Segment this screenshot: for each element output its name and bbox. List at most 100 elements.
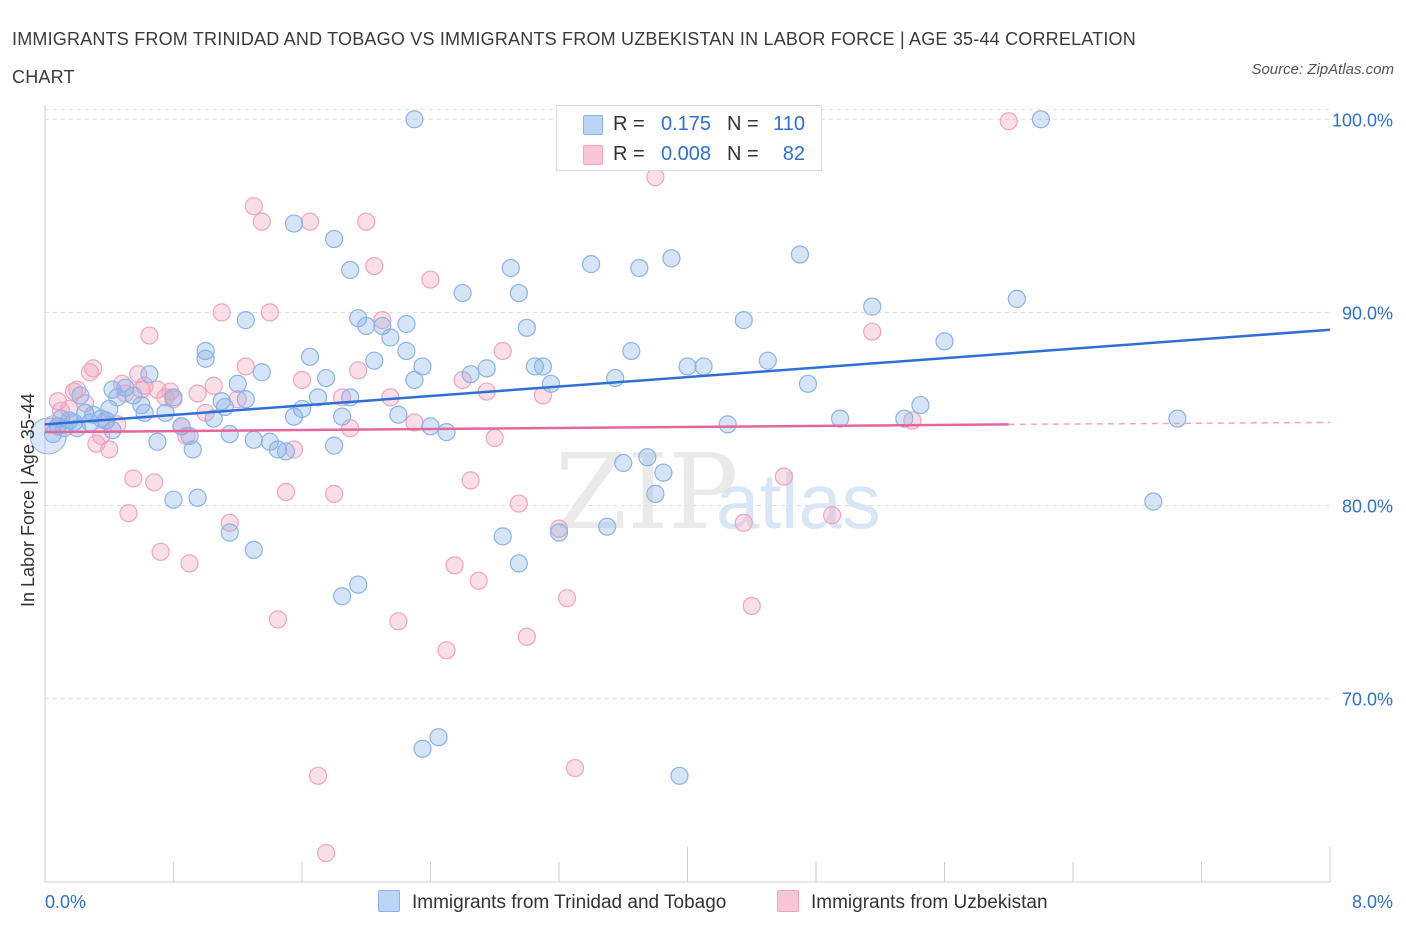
series2-point [461,471,480,490]
series1-point [103,421,122,440]
series2-point [260,303,279,322]
series1-point [140,365,159,384]
series2-point [421,270,440,289]
series1-point [638,448,657,467]
series1-point [341,260,360,280]
series1-point [935,332,954,351]
series1-point [798,374,818,393]
series2-point [180,554,199,573]
series2-trend-extension [1008,421,1331,426]
series2-point [445,556,464,575]
series1-point [630,258,649,278]
series1-point [790,245,810,264]
series1-point [215,397,234,417]
series1-point [670,766,689,785]
series1-point [333,407,352,426]
series2-point [308,766,328,785]
series2-point [373,311,392,330]
series1-point [212,392,231,411]
series1-point [911,395,930,415]
legend-row-series1: R = 0.175 N = 110 [557,109,819,139]
series2-point [145,473,164,492]
series1-point [453,283,472,303]
series2-point [469,571,488,590]
watermark: ZIP atlas [555,431,881,553]
series2-point [999,112,1018,131]
legend-box: R = 0.175 N = 110 R = 0.008 N = 82 [556,105,822,171]
y-tick-label: 70.0% [1342,690,1393,710]
series2-point [565,758,585,778]
y-tick-label: 80.0% [1342,496,1393,516]
series1-point [598,517,617,536]
series2-point [220,513,239,532]
legend-n-label: N = [727,113,759,135]
series2-point [252,212,271,231]
series1-point [220,424,239,444]
legend-n-label: N = [727,143,759,165]
series1-point [614,453,633,473]
series2-point [549,519,569,538]
series2-point [557,589,577,608]
series1-point [148,432,167,451]
series1-point [220,523,239,542]
series1-point [622,341,641,361]
series2-point [509,494,528,513]
series1-point [694,357,713,376]
series2-point [68,380,87,399]
series1-point [292,399,312,419]
series1-point [188,488,207,507]
series1-point [204,409,223,428]
series1-point [646,484,665,503]
series1-point [541,374,561,393]
series2-point [188,384,207,403]
series2-point [485,428,504,448]
series1-point [244,540,263,559]
series1-point [389,405,408,424]
series2-point [863,322,882,341]
legend-n-value: 82 [782,143,805,165]
series1-point [509,283,528,303]
series1-point [196,349,215,368]
legend-r-label: R = [613,143,645,165]
series1-point [381,328,400,347]
tick-labels: 70.0% 80.0% 90.0% 100.0% 0.0% 8.0% [45,110,1393,912]
series2-point [316,843,336,863]
bottom-legend-series1: Immigrants from Trinidad and Tobago [378,890,726,914]
chart-title: IMMIGRANTS FROM TRINIDAD AND TOBAGO VS I… [12,29,1136,87]
series1-point [461,365,480,384]
bottom-legend-swatch-series2 [777,890,799,912]
series2-point [357,212,376,231]
series2-point [204,376,223,395]
series1-point [244,430,263,449]
series1-point [1168,409,1187,428]
series1-point [71,386,90,405]
series1-point [252,363,271,382]
series2-point [124,469,143,488]
x-tick-label: 0.0% [45,892,86,912]
series1-point [135,403,154,422]
series2-point [734,513,753,532]
series2-point [646,168,665,187]
series1-point [156,403,175,422]
axes [44,105,1331,883]
legend-n-value: 110 [773,113,805,135]
series1-point [284,214,304,233]
series2-point [100,440,119,459]
series2-point [774,467,793,486]
series1-point [533,357,553,376]
series1-point [758,351,777,370]
series1-point [517,318,536,337]
legend-row-series2: R = 0.008 N = 82 [557,139,819,169]
series2-point [517,627,536,646]
legend-swatch-series2 [583,145,603,165]
series1-point [1007,289,1026,308]
y-axis-label: In Labor Force | Age 35-44 [18,283,39,607]
bottom-legend-label-series2: Immigrants from Uzbekistan [811,892,1048,913]
series2-point [389,612,408,631]
series2-point [349,361,368,380]
series1-point [29,417,67,455]
series1-point [654,463,673,482]
series1-point [493,527,512,546]
series2-point [212,303,231,322]
series2-point [151,542,170,561]
